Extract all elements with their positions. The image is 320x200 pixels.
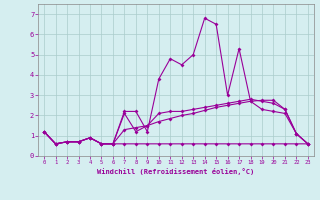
X-axis label: Windchill (Refroidissement éolien,°C): Windchill (Refroidissement éolien,°C) (97, 168, 255, 175)
